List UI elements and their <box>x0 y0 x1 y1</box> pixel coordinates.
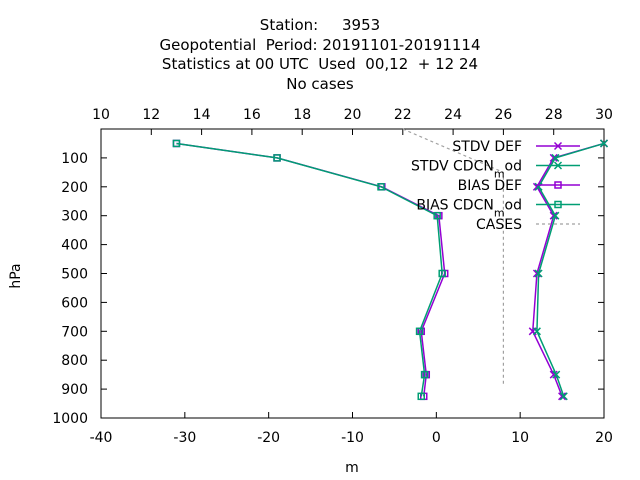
chart-title: Station: 3953 Geopotential Period: 20191… <box>0 16 640 94</box>
title-cases: No cases <box>286 74 354 93</box>
data-point-marker <box>553 161 563 170</box>
data-point-marker <box>549 370 558 379</box>
legend-item: BIAS DEF <box>458 178 580 194</box>
x-bottom-tick-label: 20 <box>595 430 613 446</box>
y-tick-label: 1000 <box>52 411 88 427</box>
series-stdv-cdcn-mod <box>532 139 609 401</box>
data-point-marker <box>549 211 558 220</box>
data-point-marker <box>554 200 562 209</box>
data-point-marker <box>532 327 541 336</box>
legend-label: STDV DEF <box>452 139 522 155</box>
data-point-marker <box>552 370 561 379</box>
x-top-tick-label: 22 <box>394 107 412 123</box>
data-point-marker <box>549 153 558 162</box>
title-station: Station: 3953 <box>259 16 381 34</box>
y-tick-label: 300 <box>61 209 88 225</box>
x-bottom-tick-label: 10 <box>511 430 529 446</box>
x-top-tick-label: 20 <box>344 107 362 123</box>
x-bottom-tick-label: -10 <box>341 430 364 446</box>
data-point-marker <box>599 139 609 148</box>
data-point-marker <box>438 269 446 278</box>
y-tick-label: 900 <box>61 382 88 398</box>
x-top-tick-label: 14 <box>193 107 211 123</box>
data-point-marker <box>420 370 429 379</box>
data-point-marker <box>433 211 441 220</box>
x-top-tick-label: 16 <box>243 107 261 123</box>
x-top-tick-label: 30 <box>595 107 613 123</box>
series-line <box>176 142 443 397</box>
x-bottom-tick-label: 0 <box>432 430 441 446</box>
data-point-marker <box>273 154 281 162</box>
y-tick-label: 600 <box>61 295 88 311</box>
x-bottom-tick-label: -40 <box>90 430 113 446</box>
y-tick-label: 700 <box>61 324 88 340</box>
data-point-marker <box>551 153 560 162</box>
x-top-tick-label: 24 <box>444 107 462 123</box>
data-point-marker <box>415 327 424 336</box>
series-line <box>531 142 605 397</box>
y-tick-label: 800 <box>61 353 88 369</box>
x-axis-label: m <box>345 460 359 476</box>
title-statistics: Statistics at 00 UTC Used 00,12 + 12 24 <box>161 55 479 73</box>
data-point-marker <box>551 211 560 220</box>
title-parameter-period: Geopotential Period: 20191101-20191114 <box>159 35 481 54</box>
legend-label: CASES <box>476 217 522 233</box>
data-point-marker <box>559 392 568 401</box>
y-tick-label: 200 <box>61 180 88 196</box>
legend-label: STDV CDCNmod <box>411 159 522 181</box>
x-bottom-tick-label: -20 <box>257 430 280 446</box>
x-top-tick-label: 26 <box>494 107 512 123</box>
x-bottom-tick-label: -30 <box>173 430 196 446</box>
series-bias-def <box>172 139 449 401</box>
y-tick-label: 100 <box>61 151 88 167</box>
series-line <box>402 128 504 387</box>
data-point-marker <box>172 139 181 148</box>
x-top-tick-label: 10 <box>92 107 110 123</box>
series-line <box>536 142 605 397</box>
legend-label: BIAS CDCNmod <box>416 198 522 220</box>
legend-label: BIAS DEF <box>458 178 522 194</box>
series-bias-cdcn-mod <box>172 139 446 401</box>
data-point-marker <box>558 392 567 401</box>
plot-frame <box>100 128 605 419</box>
legend-item: CASES <box>476 217 580 233</box>
x-top-tick-label: 28 <box>545 107 563 123</box>
legend-item: STDV CDCNmod <box>411 159 580 181</box>
x-top-tick-label: 12 <box>142 107 160 123</box>
legend-item: STDV DEF <box>452 139 580 155</box>
series-line <box>176 142 446 397</box>
y-tick-label: 400 <box>61 238 88 254</box>
x-top-tick-label: 18 <box>293 107 311 123</box>
series-cases <box>402 128 504 387</box>
data-point-marker <box>377 183 385 191</box>
data-point-marker <box>417 392 425 401</box>
data-point-marker <box>534 269 543 278</box>
y-tick-label: 500 <box>61 267 88 283</box>
y-axis-label: hPa <box>8 263 24 288</box>
series-stdv-def <box>528 139 609 401</box>
data-point-marker <box>554 181 562 189</box>
data-point-marker <box>553 141 563 151</box>
